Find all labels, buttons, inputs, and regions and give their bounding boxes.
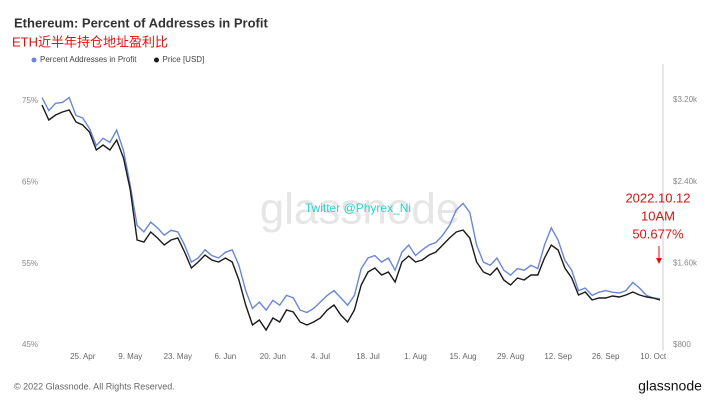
x-tick-label: 23. May: [164, 352, 192, 361]
legend-label: Percent Addresses in Profit: [40, 55, 137, 64]
legend-marker: [31, 57, 37, 63]
y-tick-label: 75%: [22, 96, 38, 105]
y-tick-label: 65%: [22, 177, 38, 186]
x-tick-label: 12. Sep: [544, 352, 572, 361]
y2-tick-label: $3.20k: [673, 95, 698, 104]
line-series: [41, 96, 661, 314]
x-tick-label: 10. Oct: [640, 352, 667, 361]
chart-subtitle: ETH近半年持仓地址盈利比: [12, 34, 168, 49]
twitter-watermark: Twitter @Phyrex_Ni: [305, 201, 411, 215]
y-tick-label: 45%: [22, 340, 38, 349]
x-tick-label: 29. Aug: [497, 352, 524, 361]
y2-tick-label: $2.40k: [673, 177, 698, 186]
watermark: glassnode: [260, 185, 461, 234]
annotation: 2022.10.12: [625, 190, 690, 205]
chart-title: Ethereum: Percent of Addresses in Profit: [14, 15, 268, 30]
x-tick-label: 20. Jun: [260, 352, 286, 361]
x-tick-label: 25. Apr: [70, 352, 96, 361]
legend-marker: [154, 57, 159, 63]
y2-tick-label: $1.60k: [673, 258, 698, 267]
line-series: [41, 104, 661, 332]
x-tick-label: 26. Sep: [592, 352, 620, 361]
x-tick-label: 6. Jun: [214, 352, 236, 361]
x-tick-label: 18. Jul: [356, 352, 380, 361]
y-tick-label: 55%: [22, 259, 38, 268]
annotation-arrowhead: [656, 258, 662, 264]
x-tick-label: 1. Aug: [404, 352, 427, 361]
x-tick-label: 9. May: [118, 352, 142, 361]
logo: glassnode: [638, 378, 702, 394]
x-tick-label: 4. Jul: [311, 352, 330, 361]
footer: © 2022 Glassnode. All Rights Reserved.: [14, 381, 175, 391]
annotation: 50.677%: [632, 226, 684, 241]
logo-box: [622, 376, 719, 398]
annotation: 10AM: [641, 208, 675, 223]
legend-label: Price [USD]: [163, 55, 205, 64]
x-tick-label: 15. Aug: [449, 352, 476, 361]
y2-tick-label: $800: [673, 340, 691, 349]
